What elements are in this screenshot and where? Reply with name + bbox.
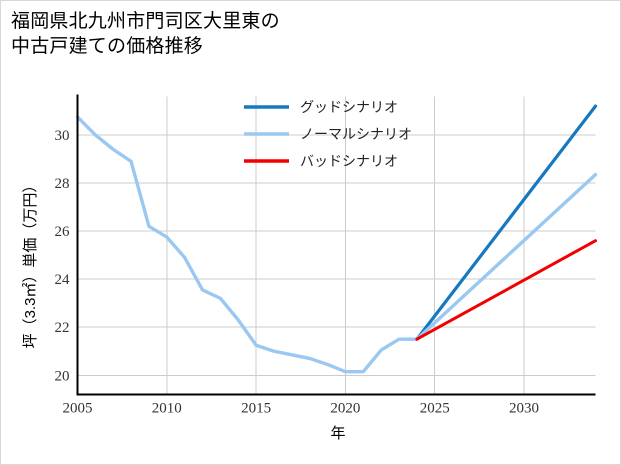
x-tick-2020: 2020 bbox=[330, 401, 360, 417]
y-tick-20: 20 bbox=[55, 368, 70, 384]
y-axis-title: 坪（3.3㎡）単価（万円） bbox=[22, 178, 39, 349]
x-tick-2030: 2030 bbox=[509, 401, 539, 417]
x-tick-2015: 2015 bbox=[241, 401, 271, 417]
x-axis-title: 年 bbox=[330, 425, 345, 442]
y-tick-22: 22 bbox=[55, 320, 70, 336]
series-line-1 bbox=[75, 115, 598, 374]
y-tick-28: 28 bbox=[55, 176, 70, 192]
y-tick-26: 26 bbox=[55, 224, 71, 240]
legend-label-0: グッドシナリオ bbox=[300, 99, 398, 115]
legend-label-2: バッドシナリオ bbox=[300, 153, 398, 169]
x-tick-2010: 2010 bbox=[152, 401, 182, 417]
series-line-2 bbox=[415, 239, 597, 341]
y-tick-30: 30 bbox=[55, 128, 70, 144]
x-tick-2025: 2025 bbox=[420, 401, 450, 417]
x-axis-tick-labels: 2005 2010 2015 2020 2025 2030 bbox=[63, 401, 540, 417]
y-tick-24: 24 bbox=[55, 272, 71, 288]
y-axis-tick-labels: 20 22 24 26 28 30 bbox=[55, 128, 71, 384]
x-tick-2005: 2005 bbox=[63, 401, 93, 417]
axis-spines bbox=[76, 94, 596, 396]
legend-label-1: ノーマルシナリオ bbox=[300, 126, 412, 142]
data-series bbox=[75, 104, 598, 374]
chart-title: 福岡県北九州市門司区大里東の 中古戸建ての価格推移 bbox=[11, 11, 280, 58]
series-line-0 bbox=[415, 104, 598, 341]
